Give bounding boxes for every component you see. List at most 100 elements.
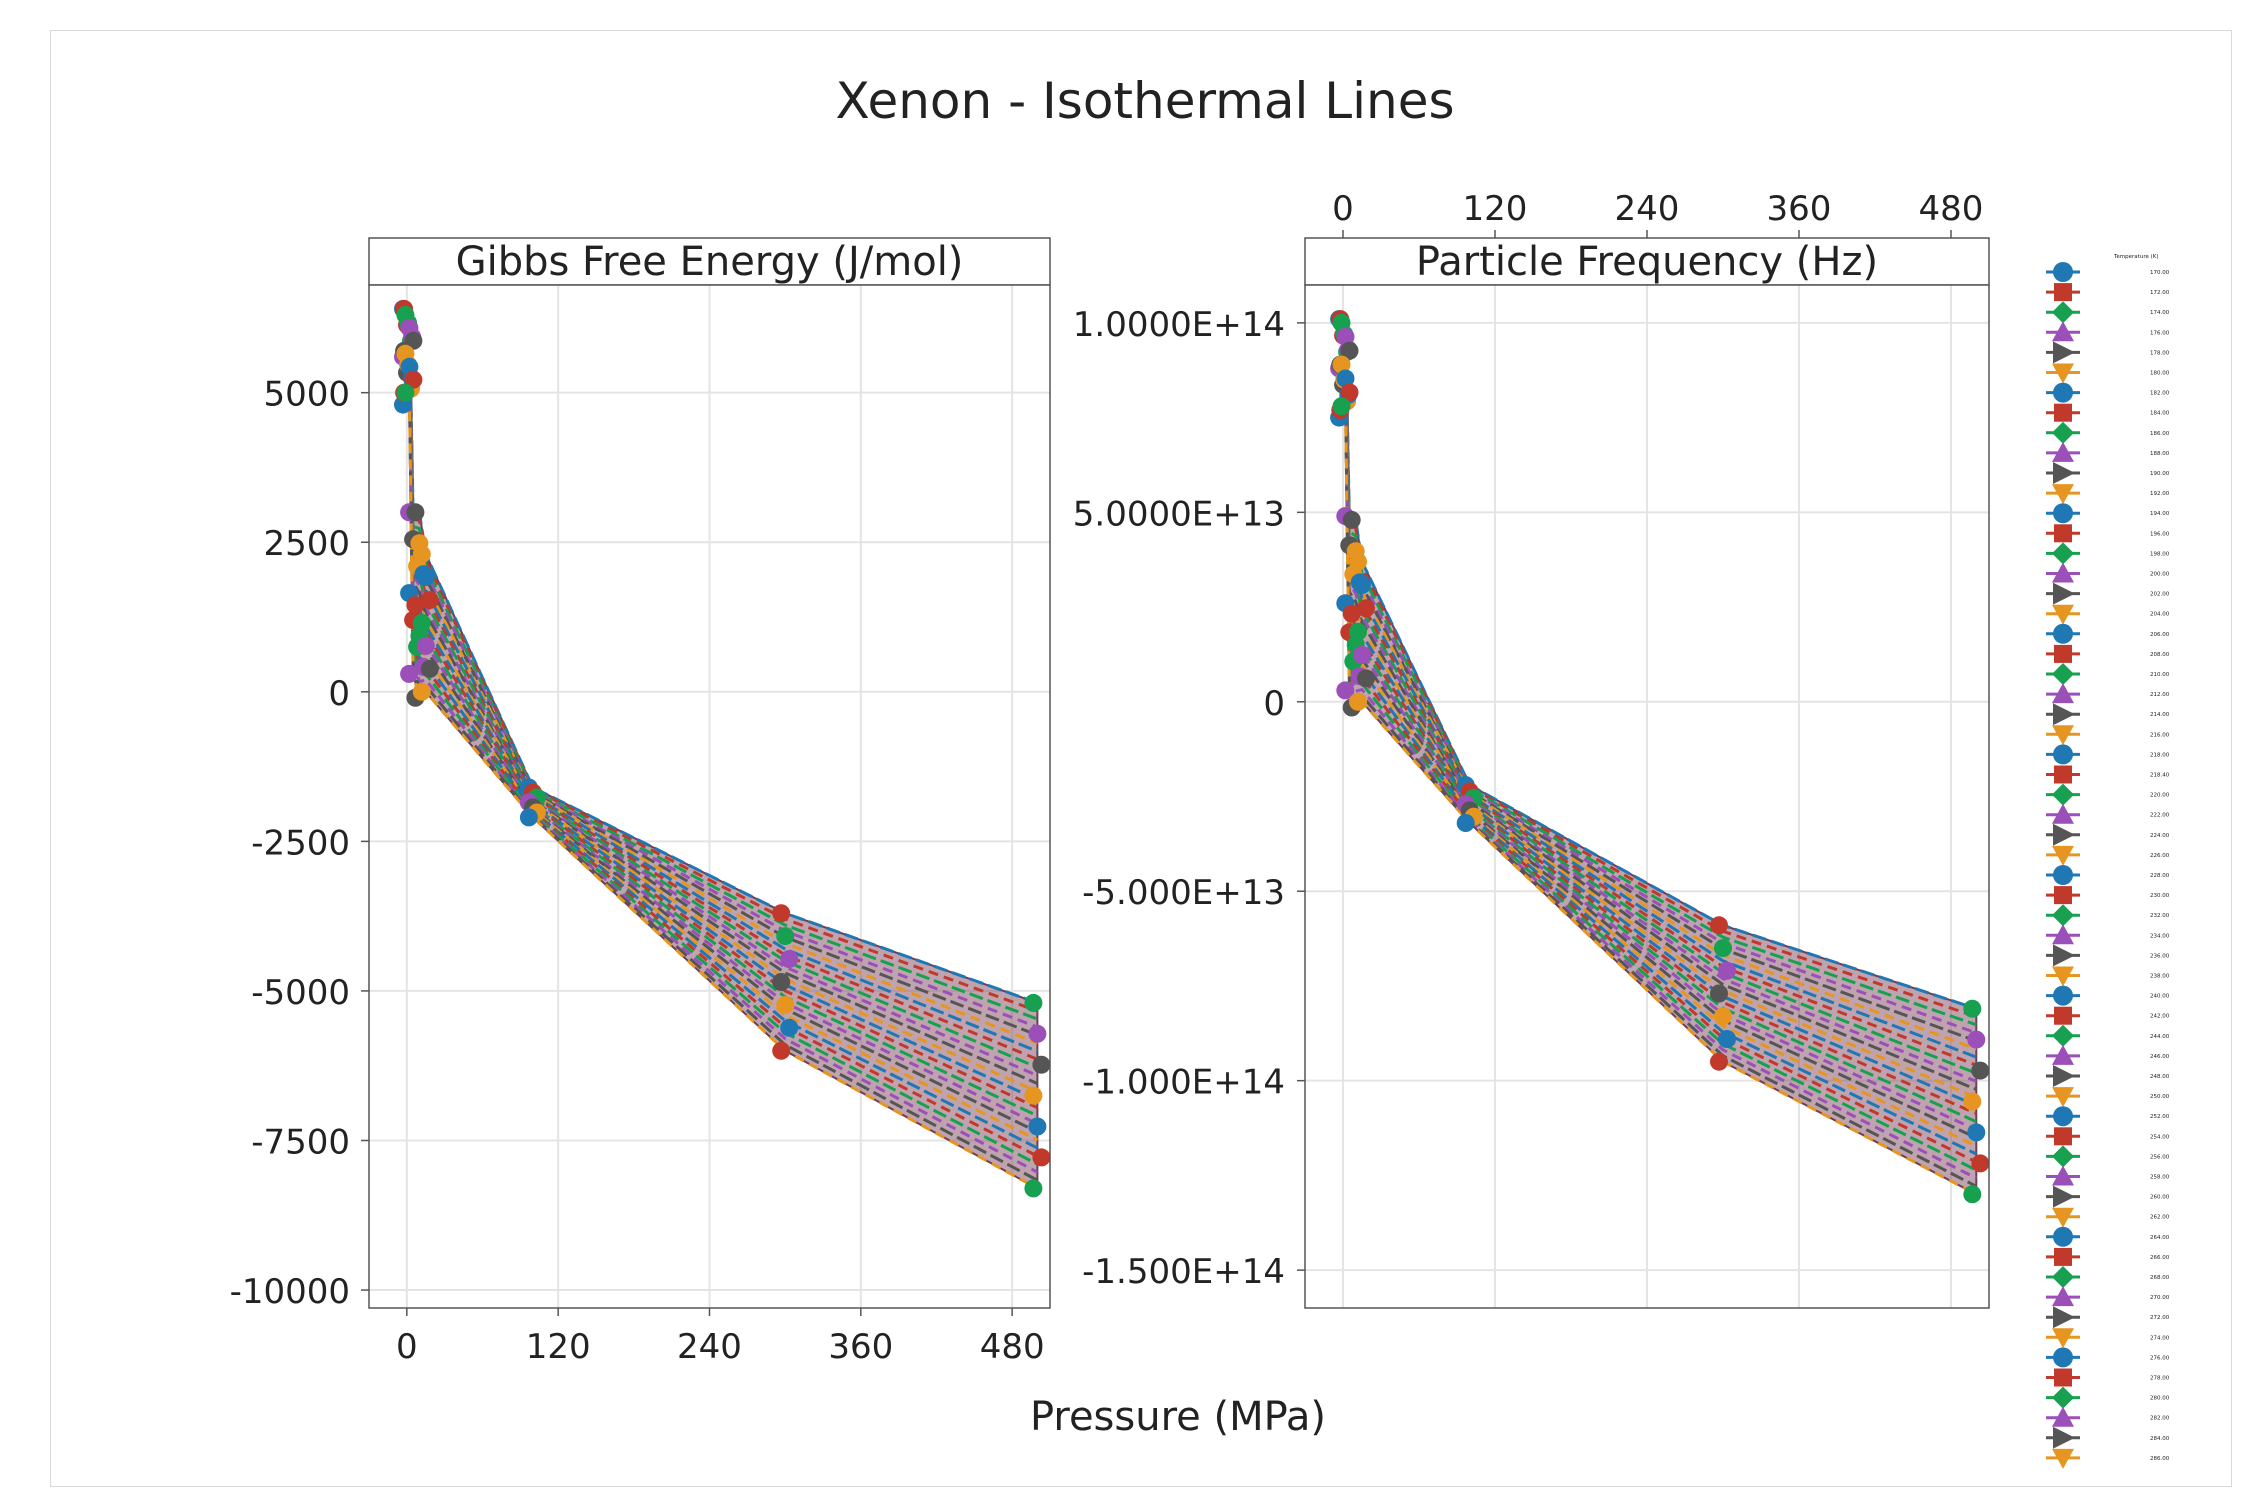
- x-tick-label: 240: [677, 1327, 742, 1367]
- data-marker: [412, 614, 431, 632]
- legend-marker: [2054, 524, 2072, 543]
- data-marker: [1340, 341, 1359, 360]
- legend-label: 200.00: [2150, 572, 2170, 578]
- legend-marker: [2052, 1328, 2074, 1349]
- x-axis-label: Pressure (MPa): [1030, 1394, 1326, 1440]
- x-tick-label: 360: [1767, 189, 1832, 229]
- legend-label: 196.00: [2150, 531, 2170, 537]
- data-marker: [1349, 552, 1367, 571]
- data-marker: [772, 973, 791, 991]
- data-marker: [1357, 669, 1375, 688]
- legend-label: 286.00: [2150, 1456, 2170, 1462]
- data-marker: [1963, 1092, 1982, 1111]
- legend-marker: [2052, 1406, 2074, 1427]
- data-marker: [1714, 1007, 1732, 1026]
- legend-label: 236.00: [2150, 953, 2170, 959]
- legend-marker: [2053, 985, 2073, 1006]
- legend-marker: [2052, 663, 2074, 685]
- data-marker: [1971, 1154, 1990, 1173]
- legend-label: 230.00: [2150, 893, 2170, 899]
- legend-label: 226.00: [2150, 853, 2170, 859]
- legend-label: 244.00: [2150, 1034, 2170, 1040]
- data-marker: [1967, 1030, 1986, 1049]
- data-marker: [1332, 313, 1351, 332]
- legend-marker: [2053, 262, 2073, 282]
- legend-marker: [2054, 283, 2072, 302]
- legend-marker: [2053, 1426, 2075, 1449]
- y-tick-label: -5000: [251, 973, 350, 1013]
- legend-marker: [2054, 886, 2072, 905]
- legend-marker: [2052, 542, 2074, 565]
- y-tick-label: 5000: [263, 375, 350, 415]
- y-tick-label: -10000: [230, 1272, 350, 1312]
- y-tick-label: -2500: [251, 823, 350, 863]
- legend-marker: [2052, 484, 2074, 505]
- legend-marker: [2052, 562, 2074, 583]
- legend-label: 242.00: [2150, 1014, 2170, 1020]
- data-marker: [780, 1018, 799, 1037]
- y-tick-label: -5.000E+13: [1082, 873, 1285, 913]
- data-marker: [772, 904, 791, 923]
- legend-label: 216.00: [2150, 732, 2170, 738]
- data-marker: [1710, 984, 1728, 1003]
- isotherm-line: [405, 391, 1039, 1190]
- data-marker: [1336, 327, 1355, 346]
- legend-marker: [2053, 1306, 2075, 1329]
- data-marker: [1028, 1024, 1047, 1043]
- x-tick-label: 480: [1919, 189, 1984, 229]
- legend-label: 202.00: [2150, 592, 2170, 598]
- panel-title: Gibbs Free Energy (J/mol): [456, 239, 964, 285]
- legend-label: 204.00: [2150, 612, 2170, 618]
- legend-marker: [2052, 725, 2074, 746]
- chart-title: Xenon - Isothermal Lines: [835, 72, 1454, 130]
- legend-marker: [2053, 341, 2075, 364]
- legend-label: 208.00: [2150, 652, 2170, 658]
- data-marker: [412, 545, 431, 564]
- legend-marker: [2052, 966, 2074, 987]
- data-marker: [1349, 622, 1367, 641]
- data-marker: [412, 682, 431, 701]
- legend-marker: [2052, 441, 2074, 462]
- legend-marker: [2052, 1044, 2074, 1065]
- panel-frequency: Particle Frequency (Hz) -1.500E+14 -1.000E…: [1073, 189, 1990, 1309]
- y-tick-label: -1.000E+14: [1082, 1063, 1285, 1103]
- legend-label: 268.00: [2150, 1275, 2170, 1281]
- legend-marker: [2054, 644, 2072, 663]
- legend-label: 232.00: [2150, 913, 2170, 919]
- data-marker: [1967, 1123, 1986, 1142]
- legend-label: 282.00: [2150, 1416, 2170, 1422]
- legend-label: 180.00: [2150, 371, 2170, 377]
- data-marker: [406, 503, 425, 522]
- legend-label: 274.00: [2150, 1335, 2170, 1341]
- x-tick-label: 240: [1615, 189, 1680, 229]
- data-marker: [416, 636, 435, 655]
- data-marker: [1353, 646, 1371, 664]
- legend-marker: [2054, 1006, 2072, 1025]
- y-tick-label: 5.0000E+13: [1073, 494, 1285, 534]
- data-marker: [1710, 1052, 1728, 1071]
- legend-label: 198.00: [2150, 551, 2170, 557]
- legend-marker: [2052, 1087, 2074, 1108]
- legend-marker: [2053, 623, 2073, 644]
- x-tick-label: 480: [980, 1327, 1045, 1367]
- legend-label: 260.00: [2150, 1195, 2170, 1201]
- data-marker: [1028, 1117, 1047, 1136]
- data-marker: [1353, 576, 1371, 594]
- legend-marker: [2054, 765, 2072, 784]
- legend-label: 186.00: [2150, 431, 2170, 437]
- legend-label: 266.00: [2150, 1255, 2170, 1261]
- x-tick-label: 120: [1463, 189, 1528, 229]
- data-marker: [1963, 1185, 1982, 1204]
- legend-marker: [2052, 845, 2074, 866]
- legend-label: 224.00: [2150, 833, 2170, 839]
- legend-label: 278.00: [2150, 1376, 2170, 1382]
- data-marker: [1357, 599, 1375, 618]
- legend-marker: [2054, 1127, 2072, 1146]
- x-tick-label: 360: [828, 1327, 893, 1367]
- legend-label: 184.00: [2150, 411, 2170, 417]
- data-marker: [396, 383, 415, 402]
- legend-marker: [2052, 904, 2074, 927]
- legend-marker: [2053, 503, 2073, 524]
- data-marker: [1971, 1061, 1990, 1080]
